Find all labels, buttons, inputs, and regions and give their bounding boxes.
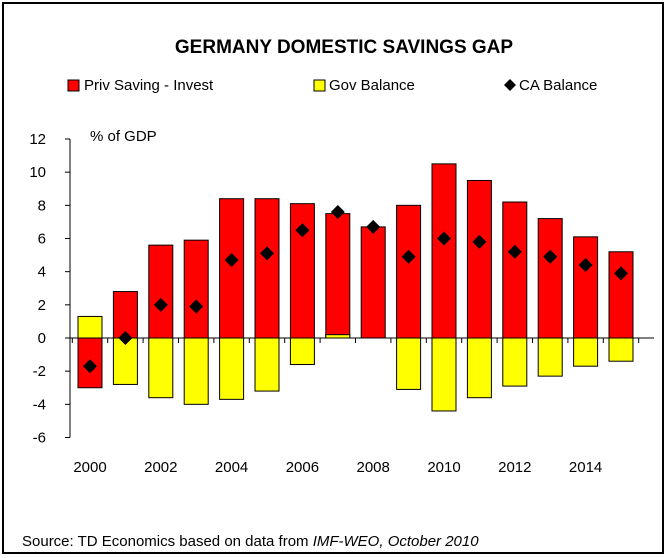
marker-ca-balance-2014 xyxy=(578,258,593,273)
legend-item-ca-balance: CA Balance xyxy=(504,77,597,94)
bar-gov-balance-2013 xyxy=(537,337,563,377)
bar-priv-saving-2007 xyxy=(325,213,351,339)
marker-ca-balance-2010 xyxy=(437,231,451,246)
legend-item-priv-saving: Priv Saving - Invest xyxy=(67,77,214,94)
marker-ca-balance-2000 xyxy=(83,359,97,374)
bar-priv-saving-2011 xyxy=(466,179,492,339)
legend-marker-ca-balance xyxy=(504,79,516,91)
marker-ca-balance-2011 xyxy=(472,234,487,249)
y-tick-label-8: 8 xyxy=(38,197,46,214)
bar-gov-balance-2010 xyxy=(431,337,457,412)
y-tick-label--6: -6 xyxy=(33,430,46,447)
marker-ca-balance-2004 xyxy=(224,253,239,268)
marker-ca-balance-2006 xyxy=(295,223,310,238)
marker-ca-balance-2015 xyxy=(614,266,628,281)
marker-ca-balance-2008 xyxy=(366,219,381,234)
y-tick-label-0: 0 xyxy=(38,330,46,347)
bar-priv-saving-2009 xyxy=(396,204,422,339)
legend-swatch-gov-balance xyxy=(313,79,326,92)
bar-priv-saving-2005 xyxy=(254,198,280,339)
x-tick-label-2002: 2002 xyxy=(144,459,177,476)
bar-gov-balance-2004 xyxy=(219,337,245,400)
marker-ca-balance-2012 xyxy=(507,244,522,259)
source-prefix: Source: TD Economics based on data from xyxy=(22,533,313,550)
marker-ca-balance-2003 xyxy=(189,299,204,314)
bar-priv-saving-2008 xyxy=(360,226,386,339)
legend-label-ca-balance: CA Balance xyxy=(519,77,597,94)
legend-item-gov-balance: Gov Balance xyxy=(313,77,415,94)
bar-gov-balance-2015 xyxy=(608,337,634,362)
source-citation: IMF-WEO, October 2010 xyxy=(312,533,479,550)
bar-gov-balance-2012 xyxy=(502,337,528,387)
plot-area: -6 -4 -2 0 2 4 6 8 10 12 2000 2002 2004 2006 2008 2010 2… xyxy=(29,131,654,476)
chart-title: GERMANY DOMESTIC SAVINGS GAP xyxy=(175,37,513,58)
y-tick-label-4: 4 xyxy=(38,264,46,281)
y-tick-label--2: -2 xyxy=(33,363,46,380)
legend: Priv Saving - Invest Gov Balance CA Bala… xyxy=(67,77,597,94)
bar-priv-saving-2012 xyxy=(502,201,528,339)
y-tick-label-6: 6 xyxy=(38,231,46,248)
y-tick-label-2: 2 xyxy=(38,297,46,314)
x-tick-label-2006: 2006 xyxy=(286,459,319,476)
marker-ca-balance-2001 xyxy=(118,331,133,345)
y-tick-label-10: 10 xyxy=(29,164,46,181)
x-tick-label-2000: 2000 xyxy=(73,459,106,476)
marker-ca-balance-2005 xyxy=(260,246,274,261)
marker-ca-balance-2009 xyxy=(401,249,416,264)
bar-gov-balance-2000 xyxy=(77,315,103,339)
bar-priv-saving-2015 xyxy=(608,251,634,339)
bar-priv-saving-2014 xyxy=(573,236,599,339)
marker-ca-balance-2013 xyxy=(543,249,558,264)
bar-gov-balance-2014 xyxy=(573,337,599,367)
bar-priv-saving-2002 xyxy=(148,244,174,339)
source-note: Source: TD Economics based on data from … xyxy=(22,533,479,550)
bar-priv-saving-2006 xyxy=(289,203,315,339)
bar-priv-saving-2010 xyxy=(431,163,457,339)
legend-swatch-priv-saving xyxy=(67,79,80,92)
bar-priv-saving-2013 xyxy=(537,218,563,339)
bar-gov-balance-2001 xyxy=(112,337,138,385)
y-tick-label-12: 12 xyxy=(29,131,46,148)
bar-gov-balance-2009 xyxy=(396,337,422,390)
bar-priv-saving-2003 xyxy=(183,239,209,339)
y-tick-label--4: -4 xyxy=(33,396,46,413)
y-axis-label: % of GDP xyxy=(90,128,157,145)
bar-gov-balance-2002 xyxy=(148,337,174,399)
x-tick-label-2004: 2004 xyxy=(215,459,248,476)
x-tick-label-2008: 2008 xyxy=(357,459,390,476)
bar-gov-balance-2005 xyxy=(254,337,280,392)
legend-label-gov-balance: Gov Balance xyxy=(329,77,415,94)
marker-ca-balance-2007 xyxy=(330,204,345,219)
bar-gov-balance-2003 xyxy=(183,337,209,405)
bar-gov-balance-2011 xyxy=(466,337,492,399)
x-tick-label-2012: 2012 xyxy=(498,459,531,476)
x-tick-label-2010: 2010 xyxy=(427,459,460,476)
bar-gov-balance-2006 xyxy=(289,337,315,366)
marker-ca-balance-2002 xyxy=(153,297,168,312)
bar-priv-saving-2004 xyxy=(219,198,245,339)
legend-label-priv-saving: Priv Saving - Invest xyxy=(84,77,214,94)
x-tick-label-2014: 2014 xyxy=(569,459,602,476)
